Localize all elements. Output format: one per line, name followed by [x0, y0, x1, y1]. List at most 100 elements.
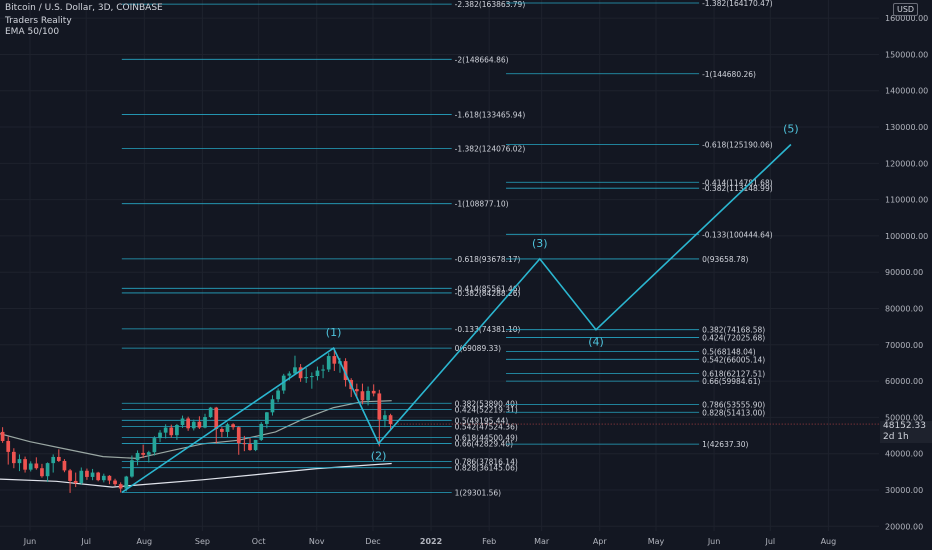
elliott-wave-path [121, 143, 792, 494]
candle-body [68, 470, 72, 481]
candle-body [231, 424, 235, 428]
candle-body [197, 421, 202, 428]
fib2-level-label: -1.382(164170.47) [702, 0, 773, 8]
y-tick-label: 120000.00 [885, 159, 928, 168]
fib1-level-label: 0.618(44500.49) [455, 433, 518, 442]
fib1-level-label: -1.382(124076.02) [455, 145, 526, 154]
candle-body [265, 412, 269, 424]
ema-50-line [0, 400, 392, 459]
fib2-level-label: -0.414(114781.68) [702, 178, 773, 187]
y-tick-label: 160000.00 [885, 14, 928, 23]
symbol-title[interactable]: Bitcoin / U.S. Dollar, 3D, COINBASE [5, 3, 163, 13]
fib2-level-label: -0.618(125190.06) [702, 140, 773, 149]
candle-body [214, 407, 219, 430]
currency-badge[interactable]: USD [893, 3, 919, 16]
candle-body [203, 417, 207, 428]
x-tick-label: 2022 [420, 537, 442, 546]
fib2-level-label: -0.133(100444.64) [702, 230, 773, 239]
fib2-level-label: -1(144680.26) [702, 70, 756, 79]
y-tick-label: 90000.00 [885, 268, 923, 277]
fib2-level-label: 0.786(53555.90) [702, 400, 765, 409]
y-tick-label: 70000.00 [885, 341, 923, 350]
last-price-label: 48152.33 2d 1h [880, 421, 932, 443]
candle-body [0, 431, 5, 441]
candle-body [6, 440, 11, 452]
candle-body [79, 470, 84, 484]
indicator-ema[interactable]: EMA 50/100 [5, 27, 60, 37]
y-tick-label: 140000.00 [885, 87, 928, 96]
candle-body [118, 484, 123, 489]
fib1-level-label: -0.382(84288.26) [455, 289, 521, 298]
fib1-level-label: -0.618(93678.17) [455, 255, 521, 264]
x-tick-label: Jun [23, 537, 37, 546]
x-tick-label: Jun [707, 537, 721, 546]
candle-body [309, 376, 314, 378]
candle-body [298, 367, 303, 379]
fib1-level-label: 0.382(53890.40) [455, 399, 518, 408]
ema-100-line [0, 462, 392, 488]
x-tick-label: Apr [593, 537, 608, 546]
candle-body [158, 432, 162, 439]
y-tick-label: 20000.00 [885, 522, 923, 531]
candle-body [236, 427, 241, 444]
candle-body [180, 418, 185, 426]
candle-body [169, 427, 174, 436]
fib1-level-label: 0.786(37816.14) [455, 458, 518, 467]
candle-body [377, 393, 382, 420]
elliott-wave: (1) (2) (3) (4) (5) [121, 122, 799, 494]
fib1-level-label: -1(108877.10) [455, 200, 509, 209]
y-tick-label: 100000.00 [885, 232, 928, 241]
fib1-level-label: 0.5(49195.44) [455, 416, 509, 425]
fib2-level-label: 0.542(66005.14) [702, 355, 765, 364]
candle-body [191, 421, 196, 429]
candle-body [96, 472, 101, 481]
x-tick-label: Nov [309, 537, 325, 546]
candle-body [281, 375, 286, 391]
x-tick-label: Sep [195, 537, 210, 546]
candle-body [354, 389, 359, 392]
x-tick-label: Jul [764, 537, 775, 546]
x-tick-label: Oct [252, 537, 266, 546]
fib1-level-label: 0.66(42829.40) [455, 439, 513, 448]
x-axis-background [0, 531, 932, 550]
wave-label: (4) [588, 336, 604, 349]
x-tick-label: Mar [534, 537, 550, 546]
candle-body [248, 443, 252, 451]
indicator-traders-reality[interactable]: Traders Reality [5, 16, 72, 26]
fib2-level-label: 0.828(51413.00) [702, 408, 765, 417]
candle-body [51, 456, 56, 464]
candle-body [293, 367, 297, 374]
candle-body [124, 476, 129, 489]
fib1-level-label: 0.424(52219.31) [455, 405, 518, 414]
y-tick-label: 60000.00 [885, 377, 923, 386]
y-tick-label: 30000.00 [885, 486, 923, 495]
wave-label: (1) [326, 326, 342, 339]
fib2-level-label: -0.382(113148.99) [702, 184, 773, 193]
y-tick-label: 50000.00 [885, 413, 923, 422]
y-tick-label: 40000.00 [885, 450, 923, 459]
x-tick-label: Dec [365, 537, 380, 546]
fib1-level-label: 1(29301.56) [455, 489, 501, 498]
candle-body [90, 472, 95, 477]
candle-body [383, 415, 387, 420]
last-price-value: 48152.33 [883, 421, 926, 431]
candle-body [175, 425, 179, 436]
wave-label: (2) [371, 450, 387, 463]
x-tick-label: Jul [80, 537, 91, 546]
x-tick-label: Aug [137, 537, 153, 546]
candle-body [45, 463, 50, 477]
candle-body [34, 463, 39, 469]
candle-body [146, 452, 151, 455]
candle-body [11, 451, 16, 464]
candle-body [371, 390, 376, 394]
candle-body [270, 399, 275, 413]
y-axis[interactable]: 20000.00 30000.00 40000.00 50000.00 60000.00… [879, 0, 932, 550]
candle-body [152, 438, 157, 453]
x-axis[interactable]: Jun Jul Aug Sep Oct Nov Dec 2022 Feb Mar Apr May Jun… [0, 531, 932, 550]
candle-body [321, 369, 325, 371]
fib1-level-label: -0.133(74381.10) [455, 325, 521, 334]
candle-body [113, 480, 117, 485]
candle-body [135, 452, 140, 461]
